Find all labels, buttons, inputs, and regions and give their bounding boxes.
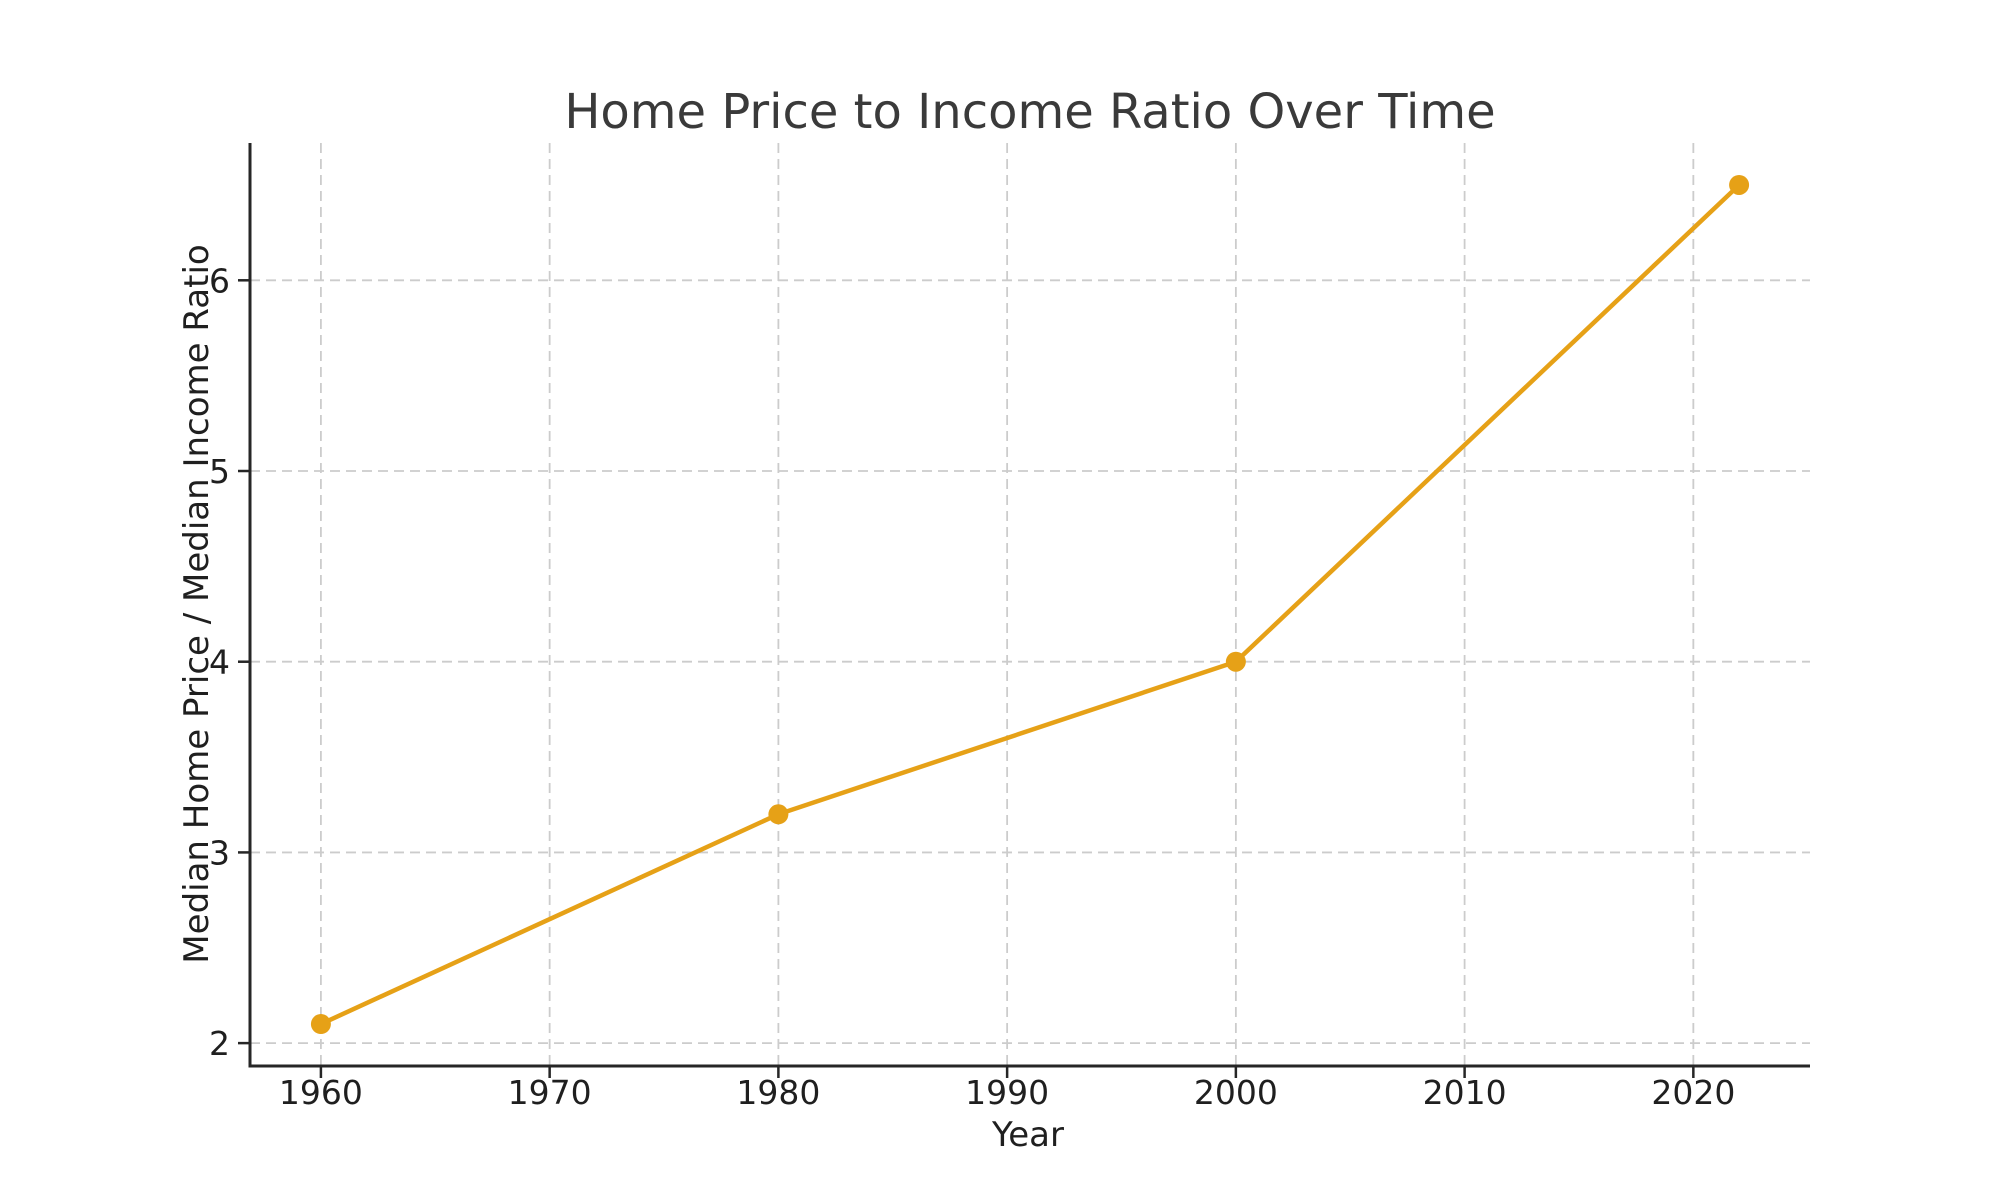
- x-tick-label-1980: 1980: [736, 1073, 820, 1112]
- y-tick-label-4: 4: [209, 643, 230, 682]
- x-tick-label-1970: 1970: [508, 1073, 592, 1112]
- chart-title: Home Price to Income Ratio Over Time: [564, 84, 1495, 140]
- y-tick-label-3: 3: [209, 833, 230, 872]
- series-layer: [310, 174, 1750, 1035]
- series-line-home-price-to-income-ratio: [318, 182, 1742, 1027]
- x-axis-label: Year: [991, 1115, 1064, 1155]
- data-point-1980: [768, 804, 789, 825]
- y-axis-label: Median Home Price / Median Income Ratio: [177, 244, 217, 963]
- grid-layer: [250, 143, 1810, 1066]
- x-tick-label-2000: 2000: [1194, 1073, 1278, 1112]
- y-tick-label-6: 6: [209, 261, 230, 300]
- data-point-2000: [1225, 651, 1246, 672]
- tick-layer: 1960 1970 1980 1990 2000 2010 2020 2 3 4 5 6: [209, 261, 1735, 1112]
- x-tick-label-2010: 2010: [1423, 1073, 1507, 1112]
- data-point-2022: [1729, 174, 1750, 195]
- x-tick-label-1960: 1960: [279, 1073, 363, 1112]
- y-tick-label-2: 2: [209, 1024, 230, 1063]
- spine-layer: [248, 143, 1810, 1068]
- data-point-1960: [310, 1014, 331, 1035]
- y-tick-label-5: 5: [209, 452, 230, 491]
- x-tick-label-1990: 1990: [965, 1073, 1049, 1112]
- x-tick-label-2020: 2020: [1651, 1073, 1735, 1112]
